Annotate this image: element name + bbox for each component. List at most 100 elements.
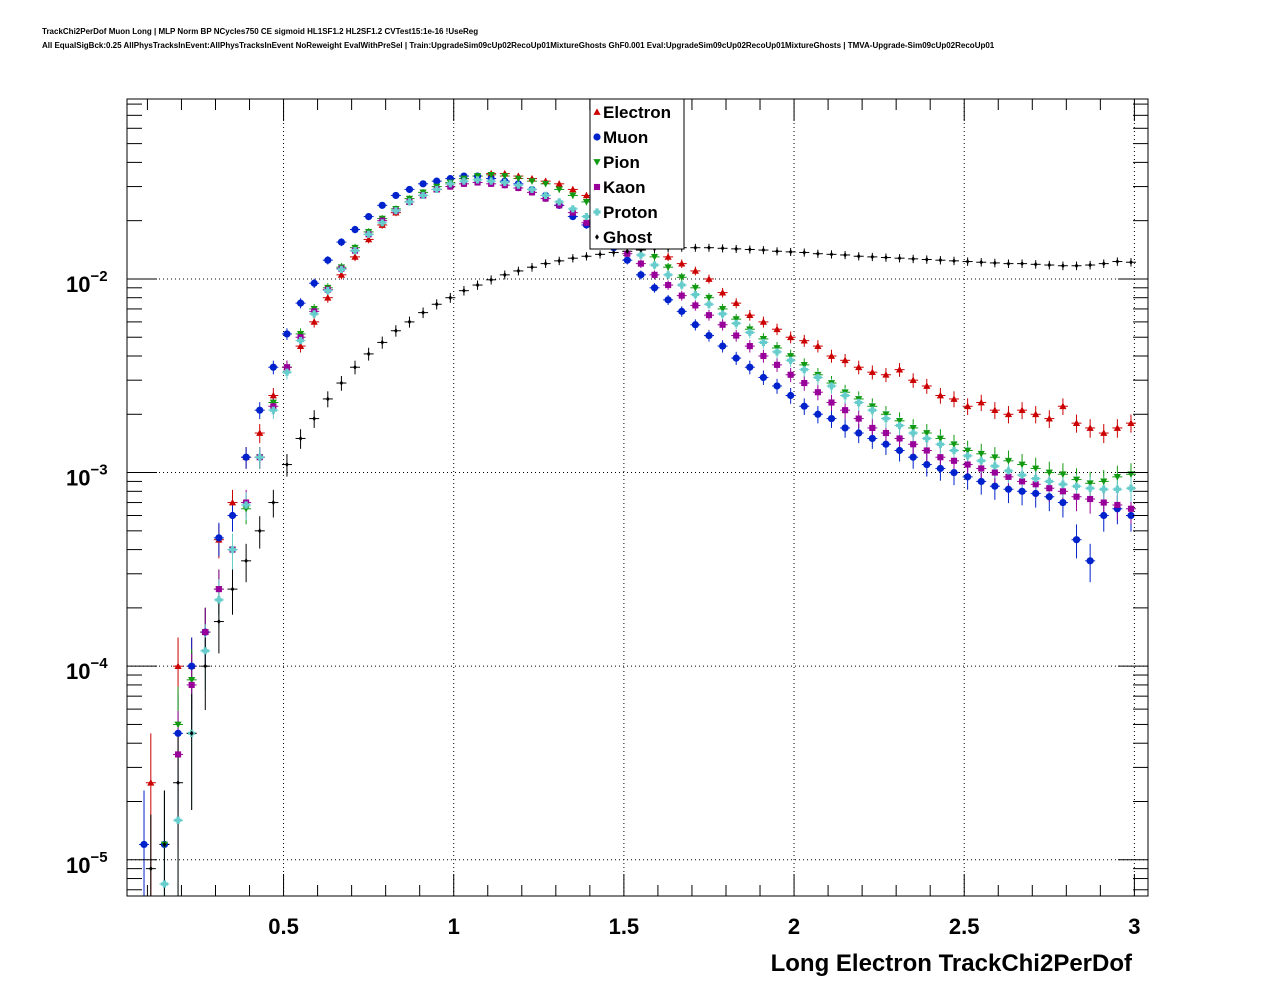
muon-point: [405, 185, 414, 194]
electron-point: [1086, 424, 1094, 431]
proton-point: [1059, 480, 1067, 488]
pion-point: [1059, 471, 1067, 478]
pion-point: [936, 435, 944, 443]
proton-point: [337, 265, 346, 274]
muon-point: [378, 201, 386, 209]
electron-point: [773, 325, 781, 333]
legend-marker-ghost: [595, 234, 599, 240]
ghost-point: [775, 248, 779, 254]
muon-point: [215, 534, 223, 542]
muon-point: [269, 363, 277, 371]
y-tick-exponent: −5: [90, 849, 107, 866]
ghost-point: [1033, 261, 1038, 267]
ghost-point: [1115, 258, 1120, 265]
chart-title-line-2: All EqualSigBck:0.25 AllPhysTracksInEven…: [42, 41, 995, 50]
kaon-point: [828, 399, 835, 406]
proton-point: [296, 337, 305, 345]
electron-point: [1004, 410, 1013, 418]
kaon-point: [896, 435, 903, 442]
pion-point: [1004, 457, 1013, 465]
y-tick-base: 10: [66, 466, 90, 491]
kaon-point: [665, 281, 672, 289]
proton-point: [487, 177, 495, 185]
ghost-point: [979, 259, 984, 265]
ghost-point: [149, 866, 153, 872]
muon-point: [841, 424, 849, 432]
muon-point: [174, 729, 182, 737]
electron-point: [256, 429, 264, 436]
muon-point: [678, 307, 686, 315]
legend-marker-pion: [593, 159, 601, 166]
proton-point: [555, 198, 563, 206]
electron-point: [365, 235, 373, 243]
proton-point: [1086, 484, 1094, 492]
electron-point: [746, 311, 754, 319]
muon-point: [337, 238, 346, 246]
kaon-point: [651, 271, 658, 278]
electron-point: [800, 337, 808, 344]
muon-point: [787, 391, 795, 400]
pion-point: [582, 199, 591, 206]
x-tick-label: 2: [788, 914, 800, 939]
muon-point: [433, 177, 441, 185]
pion-point: [909, 425, 917, 432]
muon-point: [256, 406, 264, 414]
muon-point: [991, 482, 999, 490]
kaon-point: [991, 469, 998, 476]
ghost-point: [938, 257, 943, 263]
kaon-point: [719, 321, 726, 328]
ghost-point: [1088, 262, 1092, 268]
chart-title-line-1: TrackChi2PerDof Muon Long | MLP Norm BP …: [42, 27, 479, 36]
electron-point: [1018, 406, 1026, 414]
muon-point: [691, 321, 699, 329]
kaon-point: [842, 407, 849, 414]
kaon-point: [814, 389, 821, 396]
kaon-point: [1127, 505, 1135, 512]
kaon-point: [188, 681, 195, 688]
pion-point: [1113, 473, 1121, 481]
electron-point: [324, 294, 332, 301]
kaon-point: [1073, 493, 1080, 500]
electron-point: [1100, 429, 1108, 436]
kaon-point: [270, 403, 277, 410]
proton-point: [814, 373, 822, 382]
ghost-point: [1074, 263, 1079, 269]
muon-point: [1018, 487, 1026, 495]
ghost-point: [475, 282, 480, 288]
proton-point: [678, 281, 686, 289]
pion-point: [923, 430, 931, 437]
pion-point: [487, 171, 495, 179]
electron-point: [827, 352, 836, 359]
kaon-point: [978, 465, 985, 472]
kaon-point: [937, 454, 944, 461]
electron-point: [582, 191, 591, 199]
ghost-point: [394, 328, 398, 334]
ghost-point: [625, 248, 630, 254]
electron-point: [1113, 424, 1121, 431]
y-tick-label: 10−5: [66, 849, 108, 878]
ghost-point: [802, 249, 807, 256]
pion-point: [718, 306, 727, 313]
kaon-point: [283, 364, 291, 371]
ghost-point: [189, 730, 194, 736]
muon-point: [351, 225, 359, 234]
ghost-point: [1047, 262, 1052, 268]
legend-entry-electron: Electron: [603, 103, 671, 122]
electron-point: [787, 333, 795, 341]
x-axis-title: Long Electron TrackChi2PerDof: [771, 950, 1133, 977]
legend-marker-electron: [593, 108, 601, 115]
electron-point: [1072, 419, 1081, 427]
muon-point: [950, 468, 958, 477]
pion-point: [664, 264, 672, 271]
muon-point: [283, 330, 291, 338]
legend-entry-proton: Proton: [603, 203, 658, 222]
ghost-point: [530, 264, 534, 270]
electron-point: [855, 363, 863, 371]
muon-point: [718, 342, 727, 350]
electron-point: [1045, 414, 1053, 422]
proton-point: [501, 178, 509, 187]
ghost-point: [339, 380, 344, 386]
ghost-point: [421, 310, 425, 316]
electron-point: [1127, 419, 1135, 427]
